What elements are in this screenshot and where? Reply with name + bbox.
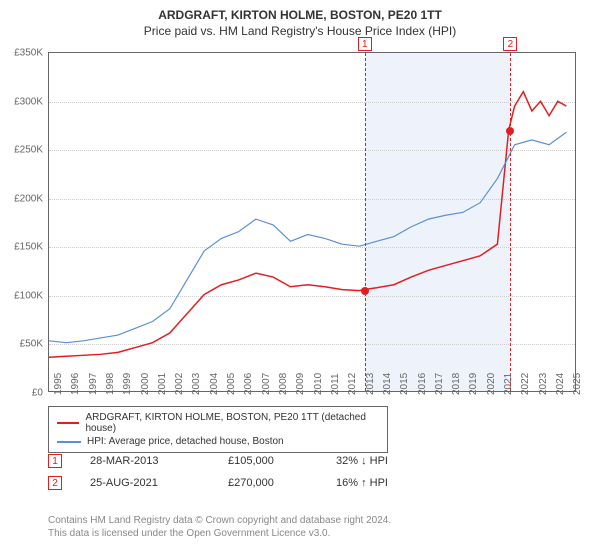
sales-table: 1 28-MAR-2013 £105,000 32% ↓ HPI 2 25-AUG-202… bbox=[48, 450, 388, 494]
x-axis-label: 2010 bbox=[313, 373, 324, 395]
x-axis-label: 2019 bbox=[468, 373, 479, 395]
x-axis-label: 2009 bbox=[295, 373, 306, 395]
x-axis-label: 2008 bbox=[278, 373, 289, 395]
x-axis-label: 2014 bbox=[382, 373, 393, 395]
x-axis-label: 2022 bbox=[520, 373, 531, 395]
y-axis-label: £0 bbox=[3, 388, 43, 399]
y-axis-label: £200K bbox=[3, 193, 43, 204]
x-axis-label: 2015 bbox=[399, 373, 410, 395]
sale-point bbox=[506, 127, 514, 135]
y-axis-label: £150K bbox=[3, 242, 43, 253]
sale-row: 1 28-MAR-2013 £105,000 32% ↓ HPI bbox=[48, 450, 388, 472]
sale-badge: 2 bbox=[48, 476, 62, 490]
chart-lines bbox=[49, 53, 575, 391]
legend-label: HPI: Average price, detached house, Bost… bbox=[87, 436, 284, 447]
x-axis-label: 2018 bbox=[451, 373, 462, 395]
sale-marker-line bbox=[510, 53, 511, 391]
x-axis-label: 1995 bbox=[53, 373, 64, 395]
sale-marker-badge: 1 bbox=[358, 37, 372, 51]
x-axis-label: 2002 bbox=[174, 373, 185, 395]
legend-row: ARDGRAFT, KIRTON HOLME, BOSTON, PE20 1TT… bbox=[57, 411, 379, 435]
x-axis-label: 2025 bbox=[572, 373, 583, 395]
sale-marker-badge: 2 bbox=[503, 37, 517, 51]
y-axis-label: £250K bbox=[3, 145, 43, 156]
sale-price: £270,000 bbox=[228, 477, 308, 489]
x-axis-label: 1997 bbox=[88, 373, 99, 395]
sale-date: 25-AUG-2021 bbox=[90, 477, 200, 489]
series-line bbox=[49, 92, 566, 358]
x-axis-label: 2017 bbox=[434, 373, 445, 395]
sale-marker-line bbox=[365, 53, 366, 391]
chart-plot-area: 12 £0£50K£100K£150K£200K£250K£300K£350K … bbox=[48, 52, 576, 392]
sale-price: £105,000 bbox=[228, 455, 308, 467]
y-axis-label: £100K bbox=[3, 290, 43, 301]
x-axis-label: 2005 bbox=[226, 373, 237, 395]
sale-delta: 32% ↓ HPI bbox=[336, 455, 388, 467]
sale-date: 28-MAR-2013 bbox=[90, 455, 200, 467]
legend-swatch bbox=[57, 422, 79, 424]
x-axis-label: 2004 bbox=[209, 373, 220, 395]
x-axis-label: 2007 bbox=[261, 373, 272, 395]
x-axis-label: 2000 bbox=[140, 373, 151, 395]
series-line bbox=[49, 132, 566, 342]
x-axis-label: 1999 bbox=[122, 373, 133, 395]
sale-point bbox=[361, 287, 369, 295]
legend: ARDGRAFT, KIRTON HOLME, BOSTON, PE20 1TT… bbox=[48, 406, 388, 453]
sale-delta: 16% ↑ HPI bbox=[336, 477, 388, 489]
y-axis-label: £300K bbox=[3, 96, 43, 107]
x-axis-label: 2001 bbox=[157, 373, 168, 395]
x-axis-label: 2013 bbox=[365, 373, 376, 395]
x-axis-label: 2003 bbox=[191, 373, 202, 395]
y-axis-label: £50K bbox=[3, 339, 43, 350]
x-axis-label: 1996 bbox=[70, 373, 81, 395]
sale-badge: 1 bbox=[48, 454, 62, 468]
legend-swatch bbox=[57, 441, 81, 443]
x-axis-label: 2020 bbox=[486, 373, 497, 395]
x-axis-label: 2012 bbox=[347, 373, 358, 395]
footer-text: Contains HM Land Registry data © Crown c… bbox=[48, 514, 391, 540]
sale-row: 2 25-AUG-2021 £270,000 16% ↑ HPI bbox=[48, 472, 388, 494]
legend-row: HPI: Average price, detached house, Bost… bbox=[57, 435, 379, 448]
y-axis-label: £350K bbox=[3, 48, 43, 59]
x-axis-label: 2021 bbox=[503, 373, 514, 395]
chart-title: ARDGRAFT, KIRTON HOLME, BOSTON, PE20 1TT bbox=[0, 0, 600, 22]
x-axis-label: 2011 bbox=[330, 373, 341, 395]
footer-line-1: Contains HM Land Registry data © Crown c… bbox=[48, 514, 391, 527]
footer-line-2: This data is licensed under the Open Gov… bbox=[48, 527, 391, 540]
x-axis-label: 1998 bbox=[105, 373, 116, 395]
x-axis-label: 2016 bbox=[417, 373, 428, 395]
legend-label: ARDGRAFT, KIRTON HOLME, BOSTON, PE20 1TT… bbox=[85, 412, 379, 434]
x-axis-label: 2023 bbox=[538, 373, 549, 395]
x-axis-label: 2006 bbox=[243, 373, 254, 395]
x-axis-label: 2024 bbox=[555, 373, 566, 395]
